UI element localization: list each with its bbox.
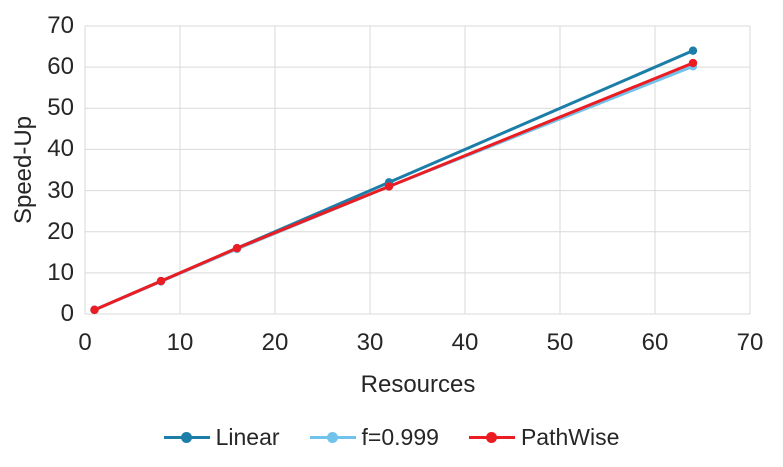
x-axis-title: Resources: [360, 371, 476, 398]
legend-label: PathWise: [520, 424, 620, 450]
y-tick-label: 70: [47, 12, 74, 39]
y-tick-label: 20: [47, 217, 74, 245]
x-tick-label: 20: [261, 329, 289, 356]
y-tick-label: 40: [47, 135, 74, 163]
chart-legend: Linear f=0.999 PathWise: [0, 425, 783, 449]
y-tick-label: 60: [47, 53, 74, 81]
legend-marker-icon: [163, 431, 210, 443]
y-tick-label: 0: [60, 300, 74, 327]
data-point-PathWise: [90, 305, 99, 315]
y-tick-label: 30: [47, 176, 74, 204]
x-tick-label: 30: [356, 329, 384, 356]
x-tick-label: 50: [546, 329, 574, 356]
y-tick-label: 10: [47, 258, 74, 286]
y-axis-title: Speed-Up: [10, 115, 37, 225]
x-tick-label: 70: [736, 329, 764, 356]
legend-label: Linear: [215, 424, 280, 450]
x-tick-label: 60: [641, 329, 669, 356]
data-point-PathWise: [384, 182, 394, 191]
legend-item-Linear: Linear: [163, 424, 280, 450]
legend-marker-icon: [468, 431, 515, 443]
gridlines: [84, 25, 751, 315]
x-tick-label: 10: [166, 329, 194, 356]
legend-marker-icon: [309, 431, 356, 443]
x-tick-label: 0: [78, 329, 92, 356]
data-point-PathWise: [688, 58, 698, 68]
legend-item-f=0.999: f=0.999: [309, 424, 439, 450]
legend-label: f=0.999: [361, 424, 439, 450]
y-tick-label: 50: [47, 94, 74, 122]
data-point-PathWise: [156, 276, 166, 286]
legend-item-PathWise: PathWise: [468, 424, 620, 450]
data-point-Linear: [688, 46, 698, 55]
data-series-lines: [90, 46, 698, 315]
x-tick-label: 40: [451, 329, 479, 356]
data-point-PathWise: [232, 243, 242, 253]
